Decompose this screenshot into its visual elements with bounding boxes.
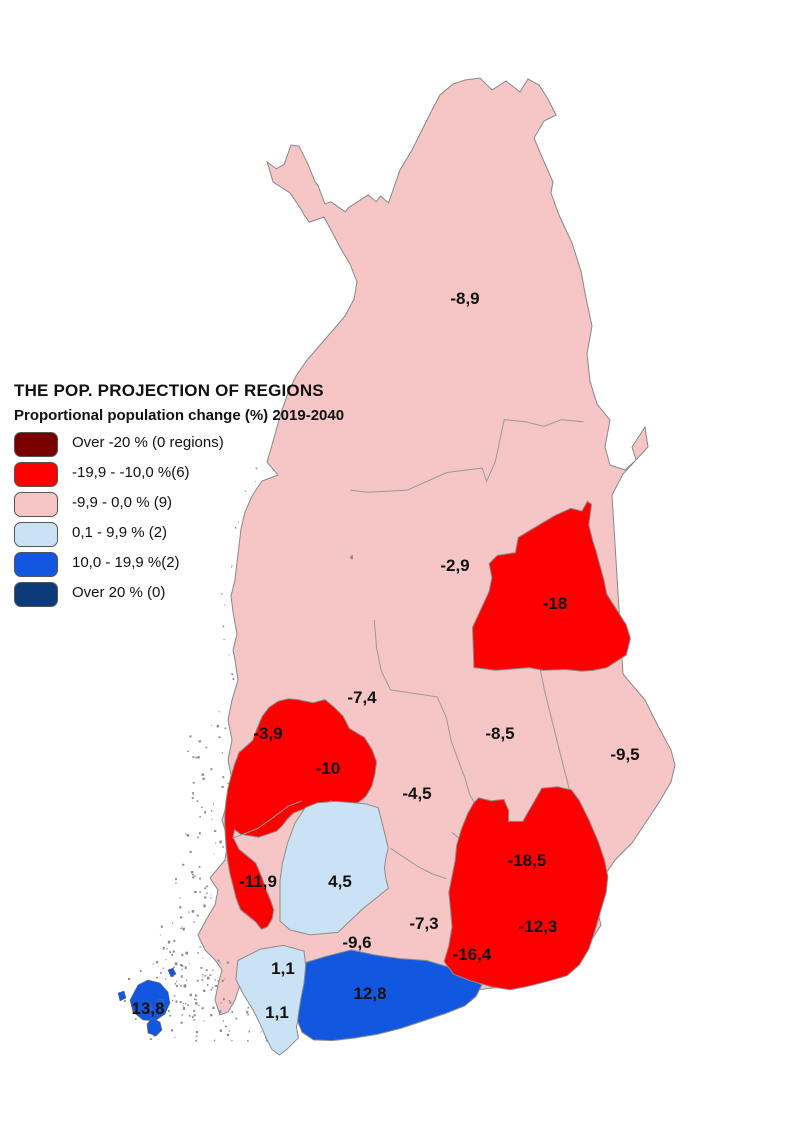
svg-text:-7,3: -7,3: [409, 914, 438, 933]
svg-text:-12,3: -12,3: [519, 917, 558, 936]
svg-text:-4,5: -4,5: [402, 784, 431, 803]
svg-text:-16,4: -16,4: [453, 945, 492, 964]
svg-text:-7,4: -7,4: [347, 688, 377, 707]
svg-text:-10: -10: [316, 759, 341, 778]
svg-text:-18: -18: [543, 594, 568, 613]
svg-text:4,5: 4,5: [328, 872, 352, 891]
svg-text:12,8: 12,8: [353, 984, 386, 1003]
svg-text:1,1: 1,1: [271, 959, 295, 978]
svg-text:-9,6: -9,6: [342, 933, 371, 952]
svg-text:-3,9: -3,9: [253, 724, 282, 743]
svg-text:1,1: 1,1: [265, 1003, 289, 1022]
svg-text:-8,9: -8,9: [450, 289, 479, 308]
svg-text:-11,9: -11,9: [239, 872, 277, 891]
svg-text:13,8: 13,8: [131, 999, 164, 1018]
svg-text:-8,5: -8,5: [485, 724, 514, 743]
svg-text:-2,9: -2,9: [440, 556, 469, 575]
svg-text:-18,5: -18,5: [508, 851, 547, 870]
svg-text:-9,5: -9,5: [610, 745, 639, 764]
